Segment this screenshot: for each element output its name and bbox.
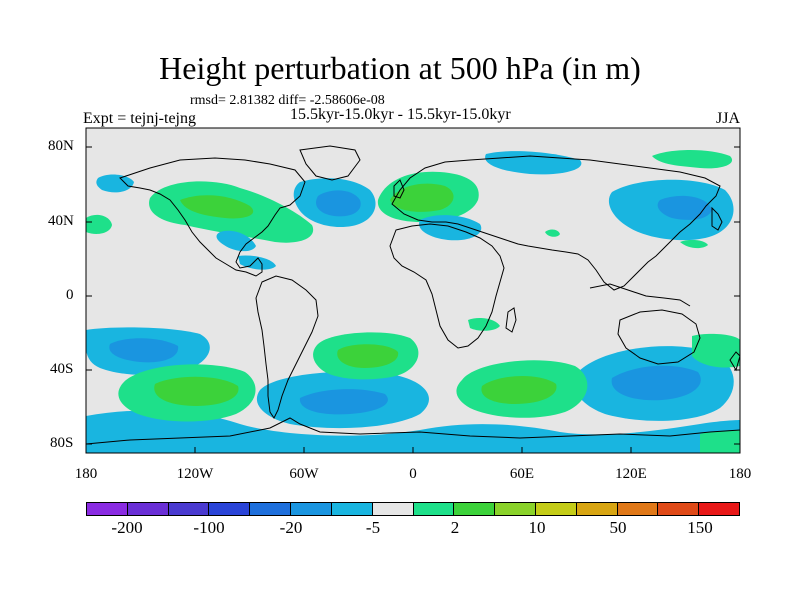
colorbar-segment <box>412 502 454 516</box>
colorbar-label: 10 <box>528 518 546 537</box>
lon-label-180e: 180 <box>728 466 752 482</box>
lat-label-80s: 80S <box>50 435 74 451</box>
colorbar-segment <box>330 502 372 516</box>
colorbar-segment <box>698 502 740 516</box>
colorbar-segment <box>126 502 168 516</box>
colorbar-segment <box>453 502 495 516</box>
lon-label-180w: 180 <box>74 466 98 482</box>
experiment-label: Expt = tejnj-tejng <box>83 110 196 127</box>
colorbar-label: 50 <box>609 518 627 537</box>
anomaly-blue-na-core <box>315 190 361 217</box>
coast-north-america <box>119 157 306 277</box>
lat-label-0: 0 <box>66 287 74 303</box>
colorbar-segment <box>616 502 658 516</box>
anomaly-green-na-core <box>180 195 254 219</box>
colorbar-segment <box>534 502 576 516</box>
anomaly-blue-sp-core <box>109 338 179 363</box>
lat-label-40s: 40S <box>50 361 74 377</box>
coast-madagascar <box>505 307 517 333</box>
anomaly-green-small2 <box>680 239 708 249</box>
anomaly-green-si-core <box>481 375 557 404</box>
colorbar-label: 2 <box>450 518 460 537</box>
colorbar-segment <box>208 502 250 516</box>
lon-label-60e: 60E <box>509 466 535 482</box>
coast-japan <box>711 206 723 231</box>
anomaly-green-europe-core <box>390 183 454 212</box>
coastlines <box>86 145 740 445</box>
anomaly-fields <box>86 150 740 453</box>
coast-antarctica <box>86 417 740 445</box>
anomaly-green-sp-core <box>154 376 239 406</box>
map-title: Height perturbation at 500 hPa (in m) <box>159 50 641 86</box>
anomaly-blue-south-band <box>86 410 740 453</box>
colorbar-label: -20 <box>279 518 303 537</box>
colorbar-segment <box>167 502 209 516</box>
coast-africa <box>389 223 505 349</box>
season-label: JJA <box>715 110 740 127</box>
anomaly-blue-caribbean <box>216 230 256 252</box>
coast-australia <box>617 309 701 365</box>
lat-label-80n: 80N <box>48 138 74 154</box>
coast-greenland <box>299 145 361 181</box>
lon-label-120w: 120W <box>176 466 214 482</box>
coast-indonesia <box>589 283 691 307</box>
lon-label-120e: 120E <box>615 466 647 482</box>
colorbar-segment <box>86 502 127 516</box>
lon-label-60w: 60W <box>289 466 319 482</box>
colorbar <box>86 502 740 516</box>
anomaly-green-aus <box>692 333 740 368</box>
anomaly-blue-pac-nw <box>96 174 134 193</box>
anomaly-blue-npac-core <box>657 195 712 220</box>
anomaly-blue-sa-core <box>299 389 388 415</box>
coast-nz <box>729 351 740 372</box>
coast-uk <box>393 179 405 199</box>
colorbar-segment <box>575 502 617 516</box>
colorbar-segment <box>657 502 699 516</box>
anomaly-green-satl-core <box>337 344 399 368</box>
colorbar-segment <box>371 502 413 516</box>
colorbar-segment <box>290 502 331 516</box>
anomaly-green-left <box>86 214 112 234</box>
axis-ticks <box>85 146 741 453</box>
lat-label-40n: 40N <box>48 213 74 229</box>
coast-eurasia <box>391 155 721 291</box>
anomaly-blue-med <box>419 215 482 241</box>
anomaly-green-africa <box>468 318 500 331</box>
anomaly-green-np <box>652 150 733 169</box>
colorbar-label: -100 <box>193 518 225 537</box>
period-label: 15.5kyr-15.0kyr - 15.5kyr-15.0kyr <box>290 106 511 123</box>
colorbar-segment <box>249 502 291 516</box>
lon-label-0: 0 <box>409 466 417 482</box>
colorbar-label: -200 <box>111 518 143 537</box>
stats-text: rmsd= 2.81382 diff= -2.58606e-08 <box>190 93 385 108</box>
anomaly-green-se <box>700 430 740 453</box>
coast-south-america <box>255 275 319 419</box>
colorbar-segment <box>494 502 535 516</box>
colorbar-label: 150 <box>687 518 713 537</box>
anomaly-blue-io-core <box>611 365 701 401</box>
anomaly-green-small1 <box>545 229 560 237</box>
colorbar-label: -5 <box>365 518 381 537</box>
